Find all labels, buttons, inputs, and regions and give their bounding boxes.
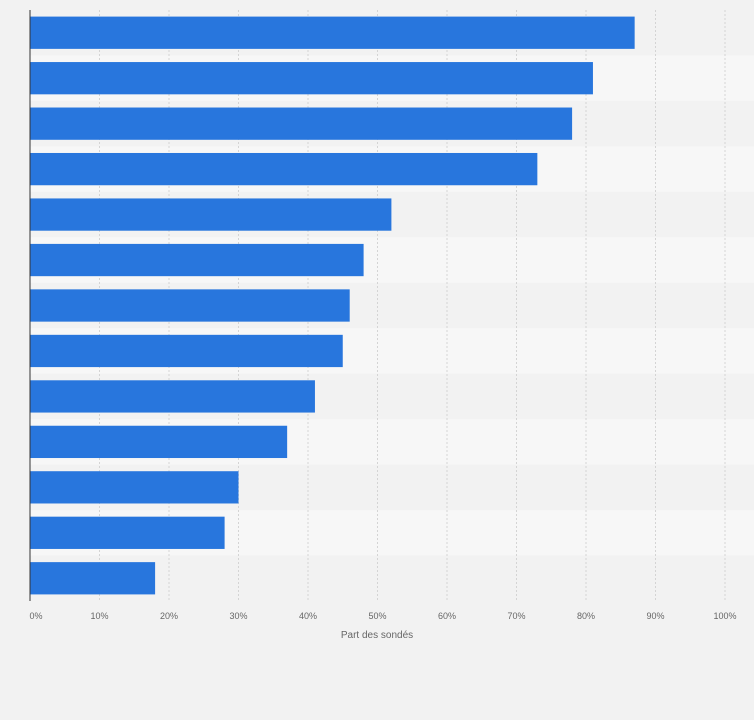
x-axis-label: Part des sondés bbox=[341, 630, 413, 641]
bar bbox=[30, 289, 350, 322]
x-tick-label: 100% bbox=[713, 611, 736, 621]
bar bbox=[30, 107, 573, 140]
bar bbox=[30, 243, 364, 277]
bar bbox=[30, 198, 392, 231]
x-tick-label: 30% bbox=[229, 611, 247, 621]
bar bbox=[30, 62, 593, 95]
bar bbox=[30, 562, 156, 595]
bar bbox=[30, 471, 239, 504]
x-tick-label: 70% bbox=[507, 611, 525, 621]
x-tick-label: 20% bbox=[160, 611, 178, 621]
x-tick-label: 60% bbox=[438, 611, 456, 621]
x-tick-label: 0% bbox=[29, 611, 42, 621]
x-tick-label: 10% bbox=[90, 611, 108, 621]
bar bbox=[30, 16, 635, 49]
bar bbox=[30, 152, 538, 186]
bar bbox=[30, 425, 288, 459]
x-tick-label: 50% bbox=[368, 611, 386, 621]
bar bbox=[30, 516, 225, 549]
bar bbox=[30, 380, 315, 413]
x-tick-label: 80% bbox=[577, 611, 595, 621]
bar bbox=[30, 334, 343, 368]
x-tick-label: 90% bbox=[646, 611, 664, 621]
x-tick-label: 40% bbox=[299, 611, 317, 621]
